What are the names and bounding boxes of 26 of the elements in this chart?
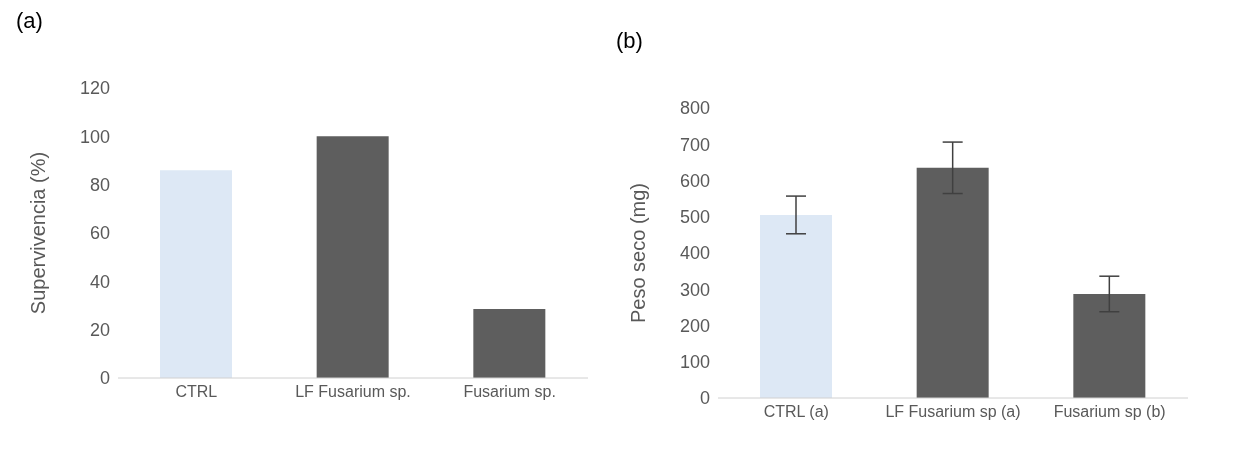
y-tick-label: 80 <box>89 175 110 196</box>
y-tick-label: 20 <box>89 320 110 341</box>
y-tick-label: 300 <box>679 279 710 300</box>
chart-title: (a) <box>15 8 44 35</box>
y-tick-label: 0 <box>99 368 110 389</box>
y-tick-label: 40 <box>89 271 110 292</box>
y-tick-label: 120 <box>79 78 110 99</box>
y-tick-label: 100 <box>679 352 710 373</box>
y-tick-label: 500 <box>679 207 710 228</box>
x-tick-label: LF Fusarium sp. <box>295 383 411 401</box>
y-axis-title: Supervivencia (%) <box>27 151 50 315</box>
y-tick-label: 0 <box>699 388 710 409</box>
x-tick-label: Fusarium sp (b) <box>1053 403 1166 421</box>
x-tick-label: LF Fusarium sp (a) <box>885 403 1021 421</box>
y-tick-label: 400 <box>679 243 710 264</box>
y-axis-title: Peso seco (mg) <box>627 182 650 324</box>
y-tick-label: 700 <box>679 134 710 155</box>
x-tick-label: Fusarium sp. <box>463 383 556 401</box>
chart-title: (b) <box>615 27 644 55</box>
x-tick-label: CTRL <box>175 383 218 401</box>
y-tick-label: 100 <box>79 126 110 147</box>
y-tick-label: 800 <box>679 98 710 119</box>
y-tick-label: 200 <box>679 315 710 336</box>
x-tick-label: CTRL (a) <box>763 403 829 421</box>
y-tick-label: 60 <box>89 223 110 244</box>
y-tick-label: 600 <box>679 170 710 191</box>
